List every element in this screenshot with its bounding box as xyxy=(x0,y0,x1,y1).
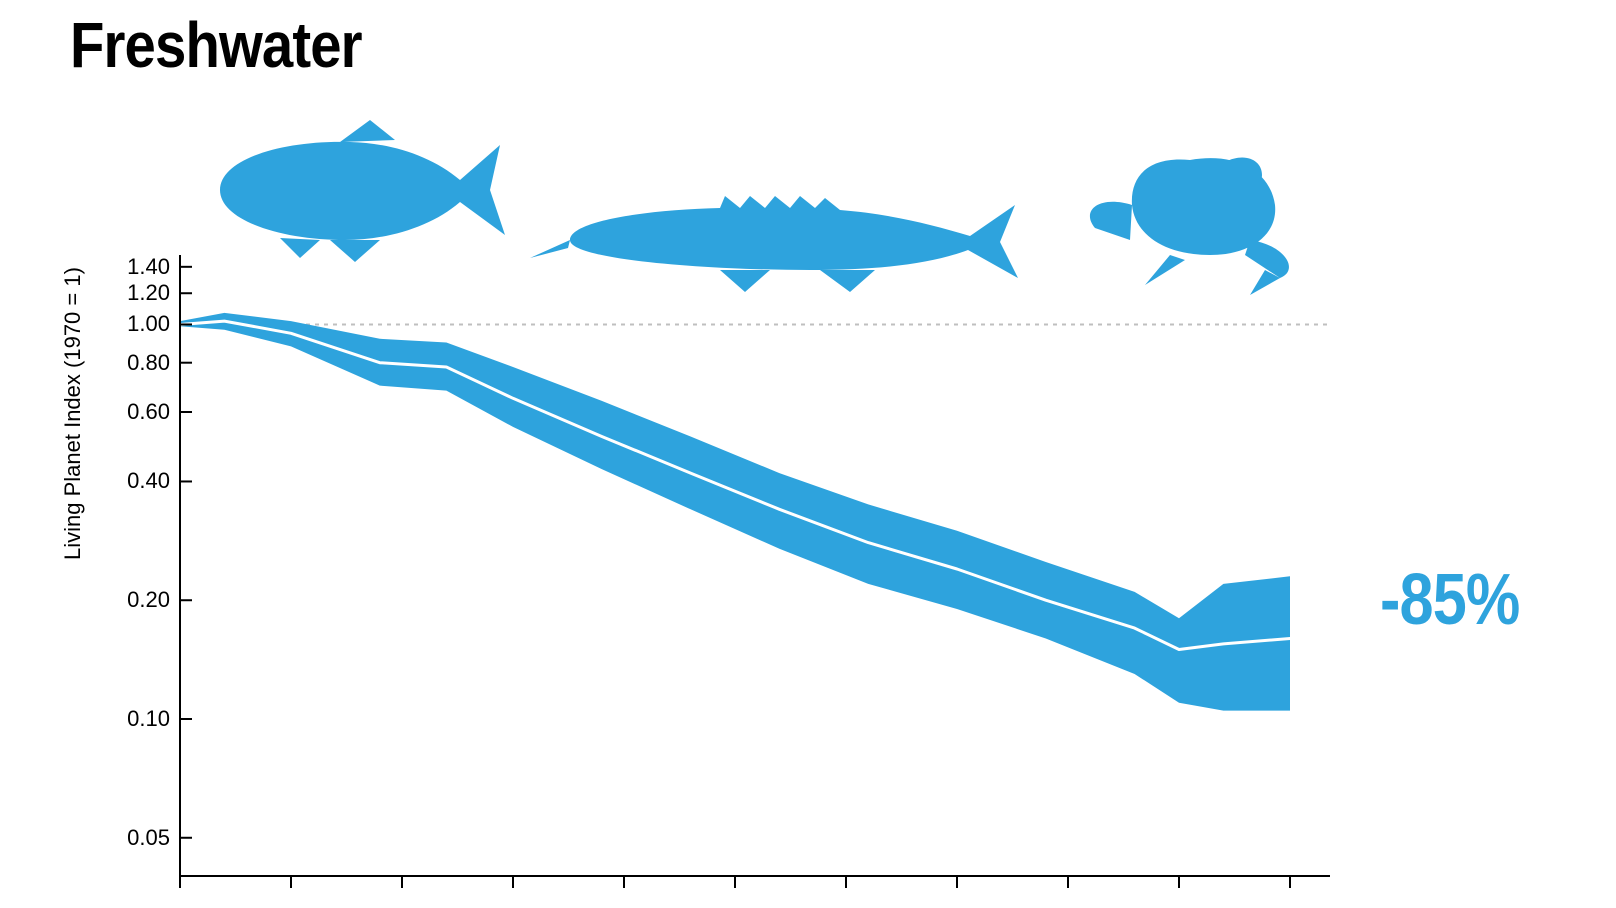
frog-icon xyxy=(1090,158,1289,295)
y-tick-label: 0.05 xyxy=(110,825,170,851)
species-icons xyxy=(0,0,1616,908)
fish-icon xyxy=(220,120,505,262)
y-tick-label: 0.20 xyxy=(110,587,170,613)
y-tick-label: 0.40 xyxy=(110,468,170,494)
y-tick-label: 0.60 xyxy=(110,399,170,425)
sturgeon-icon xyxy=(530,196,1018,292)
decline-callout: -85% xyxy=(1380,559,1519,641)
y-tick-label: 1.20 xyxy=(110,280,170,306)
y-tick-label: 0.80 xyxy=(110,350,170,376)
y-tick-label: 0.10 xyxy=(110,706,170,732)
y-tick-label: 1.40 xyxy=(110,254,170,280)
y-tick-label: 1.00 xyxy=(110,311,170,337)
